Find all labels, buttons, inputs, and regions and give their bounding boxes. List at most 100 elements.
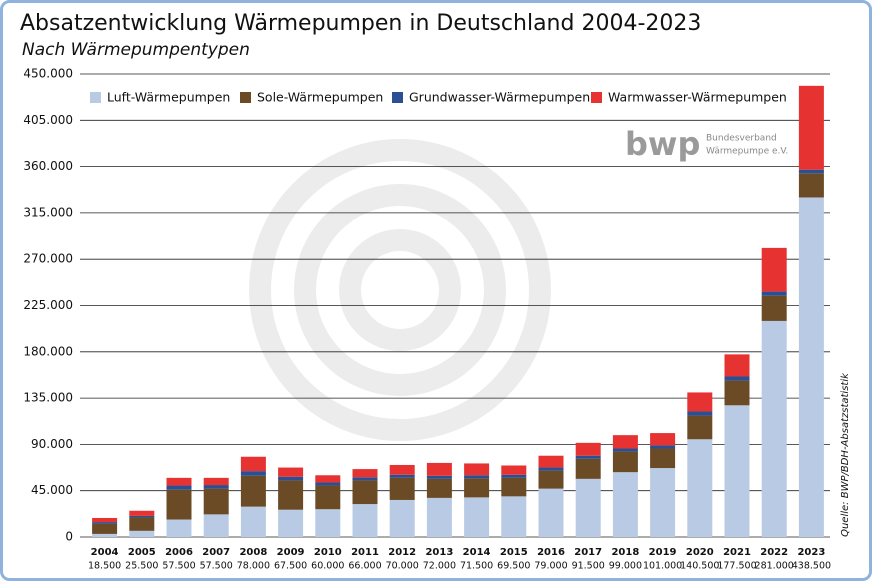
y-tick-label: 225.000	[23, 298, 73, 312]
bar-segment	[240, 471, 266, 476]
total-label: 67.500	[274, 561, 307, 572]
x-tick-label: 2015	[500, 547, 528, 558]
bar-segment	[501, 474, 527, 478]
legend-label: Warmwasser-Wärmepumpen	[608, 90, 787, 105]
bar-segment	[278, 467, 304, 477]
total-label: 101.000	[643, 561, 682, 572]
bar-segment	[501, 496, 527, 537]
bar-segment	[92, 533, 118, 537]
bar-segment	[278, 480, 304, 510]
total-label: 91.500	[572, 561, 605, 572]
x-tick-label: 2012	[388, 547, 416, 558]
bar-segment	[129, 510, 155, 516]
bar-segment	[426, 497, 452, 537]
total-label: 18.500	[88, 561, 121, 572]
bar-segment	[426, 462, 452, 476]
bar-segment	[687, 415, 713, 440]
bar-segment	[575, 455, 601, 459]
bar-segment	[315, 509, 341, 537]
total-label: 71.500	[460, 561, 493, 572]
legend-label: Grundwasser-Wärmepumpen	[409, 90, 590, 105]
bar-segment	[501, 465, 527, 475]
total-label: 177.500	[717, 561, 756, 572]
bar-segment	[724, 354, 750, 377]
bar-segment	[650, 448, 676, 469]
total-label: 25.500	[125, 561, 158, 572]
bar-segment	[203, 485, 229, 489]
total-label: 70.000	[386, 561, 419, 572]
bar-segment	[129, 515, 155, 518]
total-label: 140.500	[680, 561, 719, 572]
bar-segment	[687, 392, 713, 412]
bar-segment	[240, 506, 266, 537]
bar-segment	[538, 488, 564, 537]
bar-segment	[650, 468, 676, 537]
legend-marker	[591, 92, 602, 103]
bar-segment	[724, 376, 750, 381]
y-tick-label: 270.000	[23, 252, 73, 266]
watermark	[249, 139, 551, 441]
bar-segment	[538, 455, 564, 468]
legend-marker	[392, 92, 403, 103]
total-label: 99.000	[609, 561, 642, 572]
bar-segment	[464, 463, 490, 476]
bar-segment	[315, 475, 341, 483]
bar-segment	[240, 456, 266, 472]
total-label: 78.000	[237, 561, 270, 572]
bar-segment	[92, 522, 118, 524]
bar-segment	[612, 448, 638, 452]
bar-segment	[352, 480, 378, 505]
bar-segment	[724, 380, 750, 406]
y-tick-label: 90.000	[31, 437, 73, 451]
bar-segment	[166, 489, 192, 520]
x-tick-label: 2023	[797, 547, 825, 558]
bar-segment	[203, 477, 229, 486]
x-tick-label: 2004	[91, 547, 119, 558]
x-tick-label: 2008	[239, 547, 267, 558]
x-tick-label: 2009	[277, 547, 305, 558]
total-label: 72.000	[423, 561, 456, 572]
total-label: 281.000	[755, 561, 794, 572]
bar-segment	[724, 405, 750, 537]
legend-label: Sole-Wärmepumpen	[257, 90, 383, 105]
bar-segment	[650, 445, 676, 449]
bar-segment	[203, 488, 229, 515]
x-tick-label: 2013	[425, 547, 453, 558]
x-tick-label: 2020	[686, 547, 714, 558]
bar-segment	[426, 478, 452, 498]
bar-segment	[538, 467, 564, 471]
bar-segment	[687, 411, 713, 416]
x-tick-label: 2007	[202, 547, 230, 558]
logo-text: Bundesverband	[706, 134, 777, 144]
bar-segment	[464, 478, 490, 498]
bar-segment	[389, 499, 415, 537]
bar-segment	[166, 485, 192, 490]
bar-segment	[761, 295, 787, 321]
legend-marker	[240, 92, 251, 103]
bar-segment	[203, 514, 229, 537]
bar-segment	[389, 474, 415, 478]
total-label: 66.000	[348, 561, 381, 572]
y-tick-label: 450.000	[23, 67, 73, 81]
bar-segment	[129, 530, 155, 537]
legend-marker	[90, 92, 101, 103]
total-label: 57.500	[200, 561, 233, 572]
bar-segment	[464, 497, 490, 537]
x-tick-label: 2011	[351, 547, 379, 558]
total-label: 438.500	[792, 561, 831, 572]
bar-segment	[501, 477, 527, 497]
x-tick-label: 2014	[463, 547, 491, 558]
bar-segment	[278, 476, 304, 481]
bar-segment	[575, 458, 601, 479]
bar-segment	[92, 517, 118, 523]
bar-segment	[166, 519, 192, 537]
y-tick-label: 135.000	[23, 391, 73, 405]
x-tick-label: 2016	[537, 547, 565, 558]
bar-segment	[761, 247, 787, 292]
y-tick-label: 405.000	[23, 113, 73, 127]
bar-segment	[315, 482, 341, 486]
total-label: 57.500	[162, 561, 195, 572]
bar-segment	[278, 509, 304, 537]
bar-segment	[352, 477, 378, 481]
